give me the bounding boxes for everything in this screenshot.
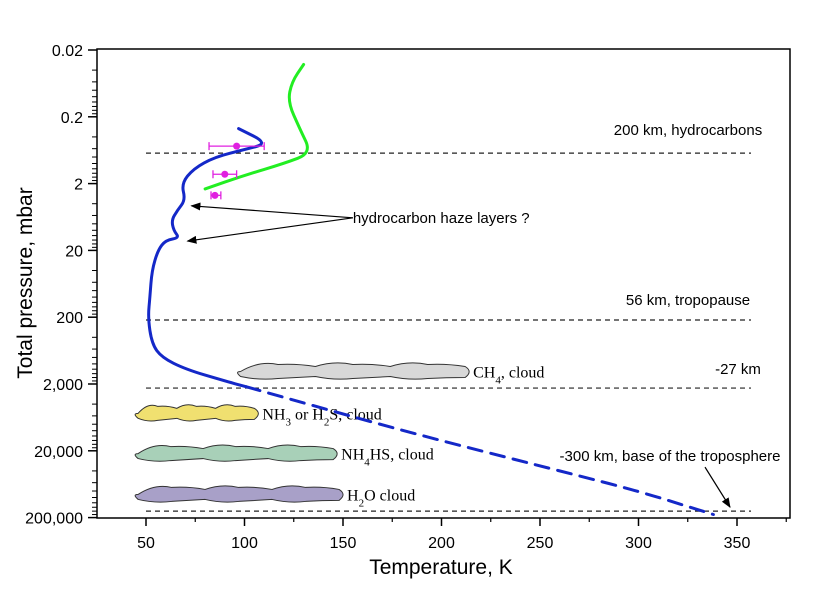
measurement-point xyxy=(233,142,241,150)
base-arrow xyxy=(704,466,731,508)
cloud-label-part: NH xyxy=(341,447,365,464)
y-tick-label: 0.02 xyxy=(52,43,83,60)
reference-label: 56 km, tropopause xyxy=(626,292,750,309)
cloud-label-part: S, cloud xyxy=(329,406,381,423)
cloud-label-part: or H xyxy=(291,406,324,423)
cloud-label-part: CH xyxy=(473,365,496,382)
x-tick-label: 200 xyxy=(428,535,455,552)
cloud-label: CH4, cloud xyxy=(473,365,544,387)
y-tick-label: 200 xyxy=(56,310,83,327)
y-tick-label: 200,000 xyxy=(25,511,83,528)
y-tick-label: 0.2 xyxy=(61,110,83,127)
cloud-shape xyxy=(237,362,470,380)
cloud-label: H2O cloud xyxy=(347,487,415,509)
y-axis-ticks: 0.02 0.2 2 20 200 2,000 20,000 200,000 xyxy=(25,43,97,528)
x-tick-label: 250 xyxy=(527,535,554,552)
cloud-label: NH4HS, cloud xyxy=(341,447,434,469)
cloud-label-part: NH xyxy=(262,406,286,423)
haze-annotation: hydrocarbon haze layers ? xyxy=(186,202,530,244)
measurement-point xyxy=(221,170,229,178)
cloud-shape xyxy=(134,485,344,503)
cloud-label-subscript: 3 xyxy=(285,416,291,428)
cloud-label-subscript: 2 xyxy=(359,497,365,509)
reference-label: -27 km xyxy=(715,361,761,378)
green-profile-line xyxy=(203,63,309,191)
cloud-label-part: H xyxy=(347,487,359,504)
y-tick-label: 20 xyxy=(65,243,83,260)
cloud-label: NH3 or H2S, cloud xyxy=(262,406,381,428)
cloud-label-subscript: 2 xyxy=(324,416,330,428)
reference-label: -300 km, base of the troposphere xyxy=(560,448,781,465)
x-axis-title: Temperature, K xyxy=(369,556,513,579)
y-tick-label: 2 xyxy=(74,177,83,194)
measurement-point xyxy=(211,191,219,199)
blue-profile-line xyxy=(147,127,263,389)
cloud-label-part: HS, cloud xyxy=(370,447,434,464)
x-tick-label: 350 xyxy=(724,535,751,552)
y-tick-label: 20,000 xyxy=(34,444,83,461)
x-tick-label: 300 xyxy=(625,535,652,552)
reference-lines: 200 km, hydrocarbons 56 km, tropopause -27… xyxy=(146,122,781,512)
cloud-label-subscript: 4 xyxy=(364,457,370,469)
x-axis-ticks: 50 100 150 200 250 300 350 xyxy=(137,518,787,552)
haze-arrow xyxy=(190,202,353,219)
x-tick-label: 50 xyxy=(137,535,155,552)
y-axis-title: Total pressure, mbar xyxy=(14,187,37,378)
haze-annotation-text: hydrocarbon haze layers ? xyxy=(353,210,530,227)
dashed-extrapolation-line xyxy=(245,385,715,516)
cloud-shape xyxy=(134,444,338,462)
y-tick-label: 2,000 xyxy=(43,377,83,394)
reference-label: 200 km, hydrocarbons xyxy=(614,122,762,139)
measurement-points xyxy=(208,142,265,200)
cloud-label-part: , cloud xyxy=(501,365,545,382)
cloud-shape xyxy=(134,404,259,422)
haze-arrow xyxy=(186,217,353,244)
x-tick-label: 150 xyxy=(330,535,357,552)
profile-series xyxy=(147,63,715,516)
plot-frame xyxy=(96,48,791,519)
cloud-label-part: O cloud xyxy=(364,487,415,504)
cloud-label-subscript: 4 xyxy=(495,375,501,387)
x-tick-label: 100 xyxy=(231,535,258,552)
